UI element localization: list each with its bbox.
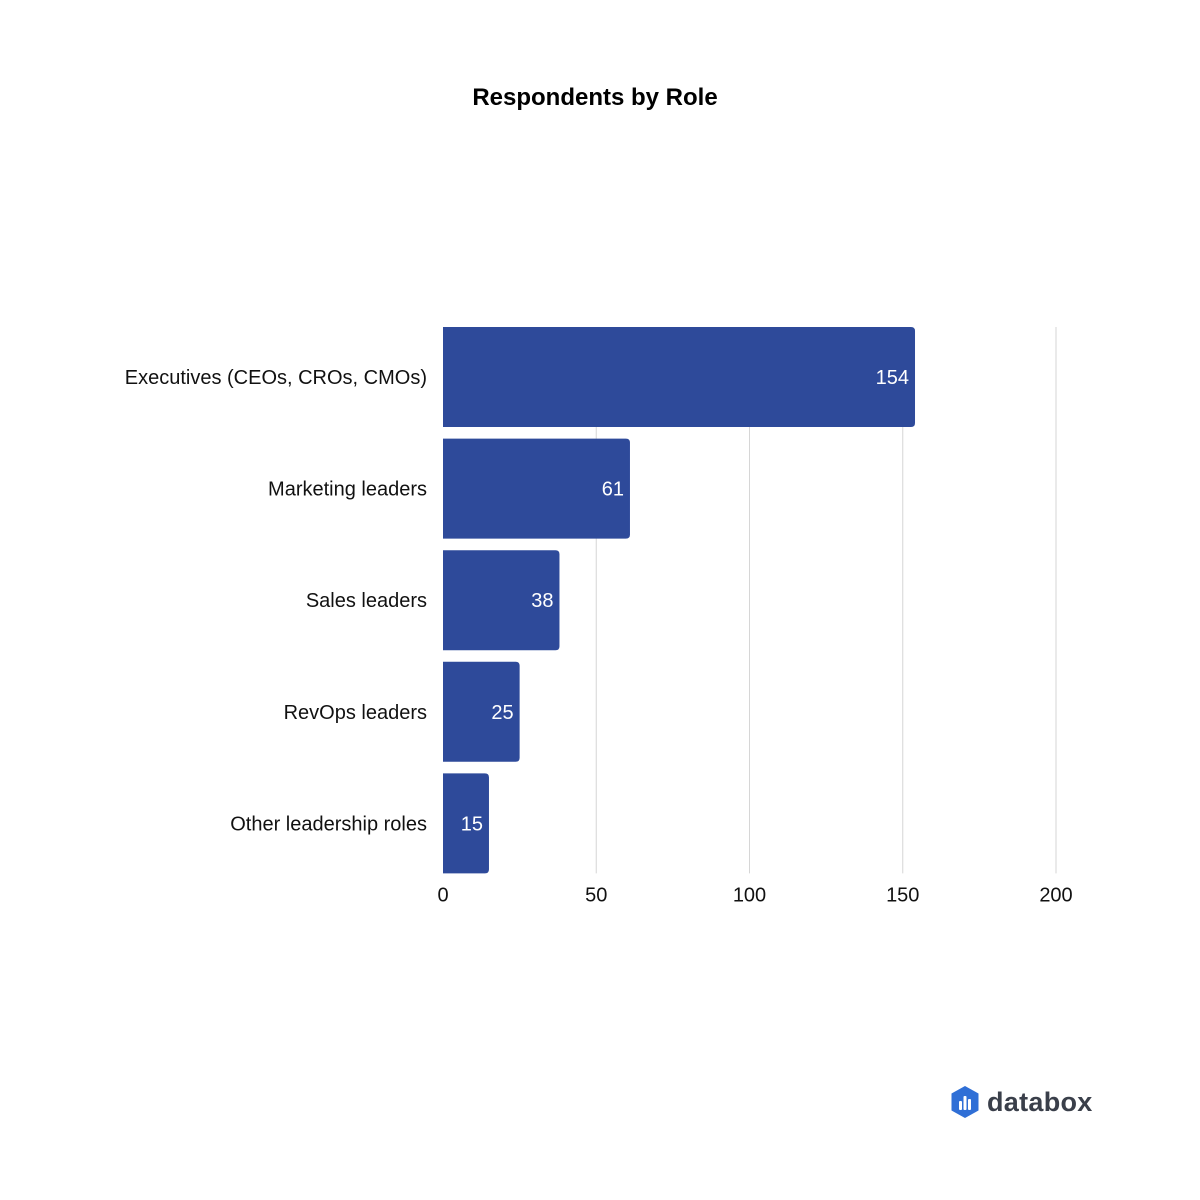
bar-value-label: 154 xyxy=(876,367,909,389)
bar-value-label: 25 xyxy=(491,702,513,724)
x-tick-label: 50 xyxy=(585,884,607,906)
category-label: Other leadership roles xyxy=(230,813,427,835)
x-tick-label: 150 xyxy=(886,884,919,906)
bar xyxy=(443,327,916,427)
bar xyxy=(443,438,630,539)
x-tick-label: 100 xyxy=(733,884,766,906)
chart-title: Respondents by Role xyxy=(472,84,718,111)
databox-logo-icon xyxy=(951,1086,979,1118)
bar-value-label: 38 xyxy=(531,590,553,612)
bar xyxy=(443,661,520,762)
bar xyxy=(443,550,560,651)
x-axis-ticks: 0 50 100 150 200 xyxy=(437,884,1072,906)
brand-name: databox xyxy=(987,1086,1093,1117)
databox-brand: databox xyxy=(950,1082,1093,1122)
category-label: Marketing leaders xyxy=(268,479,427,501)
category-label: RevOps leaders xyxy=(284,702,427,724)
bar-value-label: 15 xyxy=(461,813,483,835)
bar-value-label: 61 xyxy=(602,479,624,501)
category-label: Sales leaders xyxy=(306,590,427,612)
bars: 154 61 38 25 15 xyxy=(443,327,916,874)
x-tick-label: 0 xyxy=(437,884,448,906)
bar xyxy=(443,773,489,874)
category-labels: Executives (CEOs, CROs, CMOs) Marketing l… xyxy=(125,367,427,835)
category-label: Executives (CEOs, CROs, CMOs) xyxy=(125,367,427,389)
x-tick-label: 200 xyxy=(1039,884,1072,906)
